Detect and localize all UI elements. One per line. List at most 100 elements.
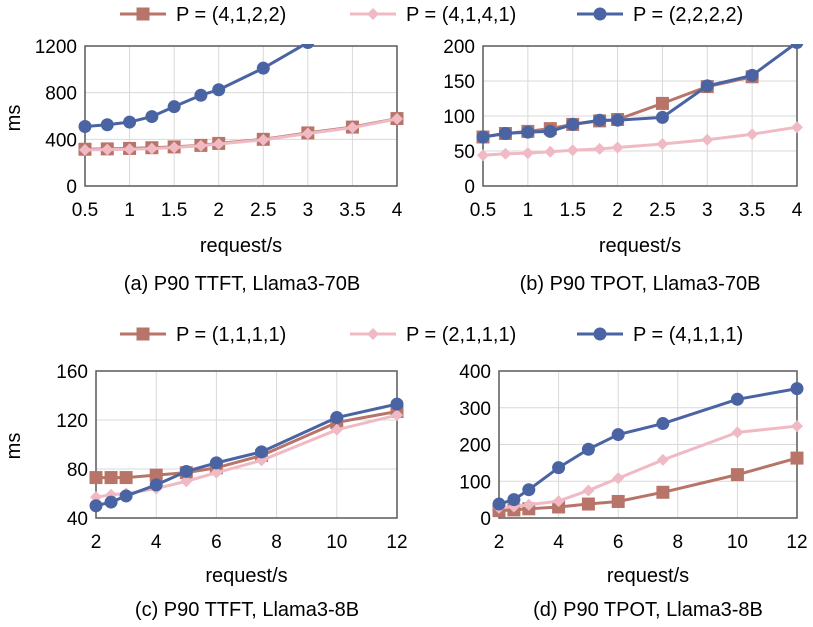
series-line-circle: [84, 44, 309, 128]
data-point-diamond: [582, 484, 595, 497]
data-point-square: [730, 468, 744, 482]
data-point-diamond: [701, 133, 714, 146]
data-point-diamond: [101, 143, 114, 156]
y-tick-label: 40: [67, 509, 88, 530]
x-tick-label: 2.5: [250, 200, 276, 221]
x-tick-label: 1: [523, 200, 534, 221]
data-point-circle: [119, 489, 133, 503]
data-point-diamond: [391, 112, 403, 125]
data-point-square: [104, 471, 118, 485]
series-line-square: [96, 409, 398, 480]
x-tick-label: 2.5: [649, 200, 675, 221]
x-tick-label: 2: [213, 200, 224, 221]
x-axis-title: request/s: [607, 565, 689, 587]
data-point-diamond: [544, 145, 557, 158]
data-point-circle: [790, 382, 804, 396]
data-point-square: [790, 451, 804, 465]
x-tick-label: 1.5: [560, 200, 586, 221]
data-point-circle: [212, 83, 226, 97]
chart-a-ttft-70b: 0.5 1 1.5 2 2.5 3 3.5 4 0 400 800 1200 request/s ms (a…: [3, 37, 404, 295]
data-point-circle: [611, 113, 625, 127]
legend-marker-square: [136, 327, 150, 341]
legend-marker-diamond: [367, 8, 379, 20]
data-point-diamond: [656, 453, 669, 466]
data-point-circle: [522, 483, 536, 497]
x-tick-label: 10: [326, 532, 347, 553]
y-tick-label: 0: [464, 177, 475, 198]
x-axis-title: request/s: [205, 565, 287, 587]
y-tick-label: 400: [45, 130, 77, 151]
y-tick-label: 400: [459, 362, 491, 383]
series-group: [89, 397, 404, 513]
chart-b-tpot-70b: 0.5 1 1.5 2 2.5 3 3.5 4 0 50 100 150 200 request/s (b)…: [443, 37, 804, 295]
legend-label: P = (2,1,1,1): [406, 324, 516, 346]
data-point-circle: [507, 493, 521, 507]
data-point-circle: [167, 100, 181, 114]
data-point-circle: [476, 130, 490, 144]
data-point-diamond: [210, 466, 223, 479]
data-point-square: [581, 497, 595, 511]
legend-middle: P = (1,1,1,1) P = (2,1,1,1) P = (4,1,1,1): [120, 324, 743, 346]
data-point-circle: [566, 117, 580, 131]
data-point-circle: [123, 115, 137, 129]
legend-label: P = (4,1,1,1): [633, 324, 743, 346]
plot-frame: [498, 370, 798, 519]
x-tick-label: 4: [553, 532, 564, 553]
data-point-circle: [498, 127, 512, 140]
data-point-circle: [149, 478, 163, 492]
data-point-diamond: [521, 147, 534, 160]
data-point-square: [119, 471, 133, 485]
y-tick-label: 800: [45, 84, 77, 105]
legend-label: P = (1,1,1,1): [176, 324, 286, 346]
series-line-circle: [482, 44, 798, 139]
y-tick-label: 50: [454, 142, 475, 163]
plot-frame: [95, 370, 398, 519]
x-tick-label: 12: [786, 532, 807, 553]
data-point-diamond: [656, 138, 669, 150]
y-tick-label: 150: [443, 72, 475, 93]
series-group: [492, 382, 804, 518]
data-point-square: [655, 96, 669, 110]
x-tick-label: 8: [673, 532, 684, 553]
y-tick-label: 100: [443, 107, 475, 128]
data-point-circle: [552, 461, 566, 475]
data-point-circle: [301, 44, 315, 49]
data-point-circle: [730, 392, 744, 406]
data-point-diamond: [593, 142, 606, 155]
data-point-diamond: [79, 143, 91, 156]
data-point-circle: [581, 442, 595, 456]
x-tick-label: 2: [612, 200, 623, 221]
x-tick-label: 8: [271, 532, 282, 553]
data-point-circle: [745, 68, 759, 82]
x-axis-title: request/s: [599, 235, 681, 257]
x-tick-label: 1: [124, 200, 135, 221]
series-group: [78, 44, 404, 156]
x-tick-label: 3: [702, 200, 713, 221]
data-point-square: [611, 494, 625, 508]
data-point-diamond: [145, 142, 158, 155]
y-tick-label: 200: [459, 436, 491, 457]
chart-c-ttft-8b: 2 4 6 8 10 12 40 80 120 160 request/s ms (c) P90 TTF…: [3, 362, 408, 621]
data-point-square: [89, 471, 103, 485]
chart-d-tpot-8b: 2 4 6 8 10 12 0 100 200 300 400 request/s (d) P90 TP…: [459, 362, 807, 621]
data-point-diamond: [180, 475, 193, 488]
y-axis-title: ms: [3, 105, 25, 132]
x-tick-label: 2: [494, 532, 505, 553]
x-tick-label: 4: [792, 200, 803, 221]
data-point-circle: [390, 397, 404, 411]
x-tick-label: 2: [91, 532, 102, 553]
y-tick-label: 200: [443, 37, 475, 58]
data-point-diamond: [301, 127, 314, 140]
data-point-square: [656, 485, 670, 499]
data-point-circle: [104, 495, 118, 509]
x-tick-label: 6: [613, 532, 624, 553]
data-point-diamond: [611, 141, 624, 154]
data-point-diamond: [346, 121, 359, 134]
data-point-diamond: [612, 472, 625, 485]
panel-caption: (a) P90 TTFT, Llama3-70B: [124, 273, 360, 295]
data-point-diamond: [477, 149, 489, 162]
x-tick-label: 3.5: [739, 200, 765, 221]
data-point-circle: [655, 110, 669, 124]
panel-caption: (b) P90 TPOT, Llama3-70B: [520, 273, 761, 295]
data-point-circle: [656, 417, 670, 431]
